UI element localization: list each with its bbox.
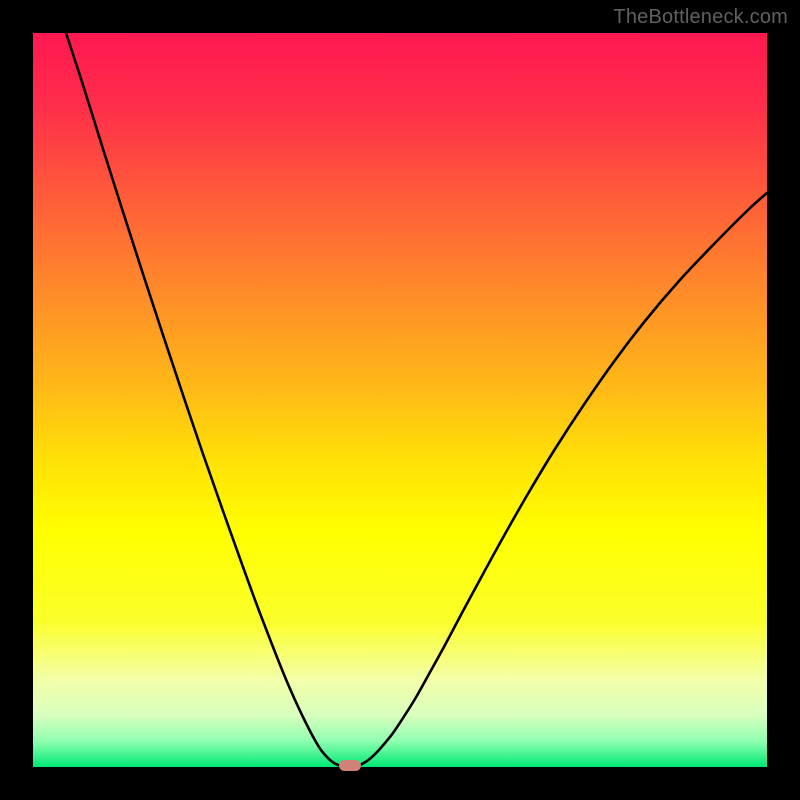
- watermark-text: TheBottleneck.com: [613, 6, 788, 29]
- plot-area: [33, 33, 767, 767]
- bottleneck-curve: [33, 33, 767, 767]
- sweet-spot-marker: [339, 760, 361, 771]
